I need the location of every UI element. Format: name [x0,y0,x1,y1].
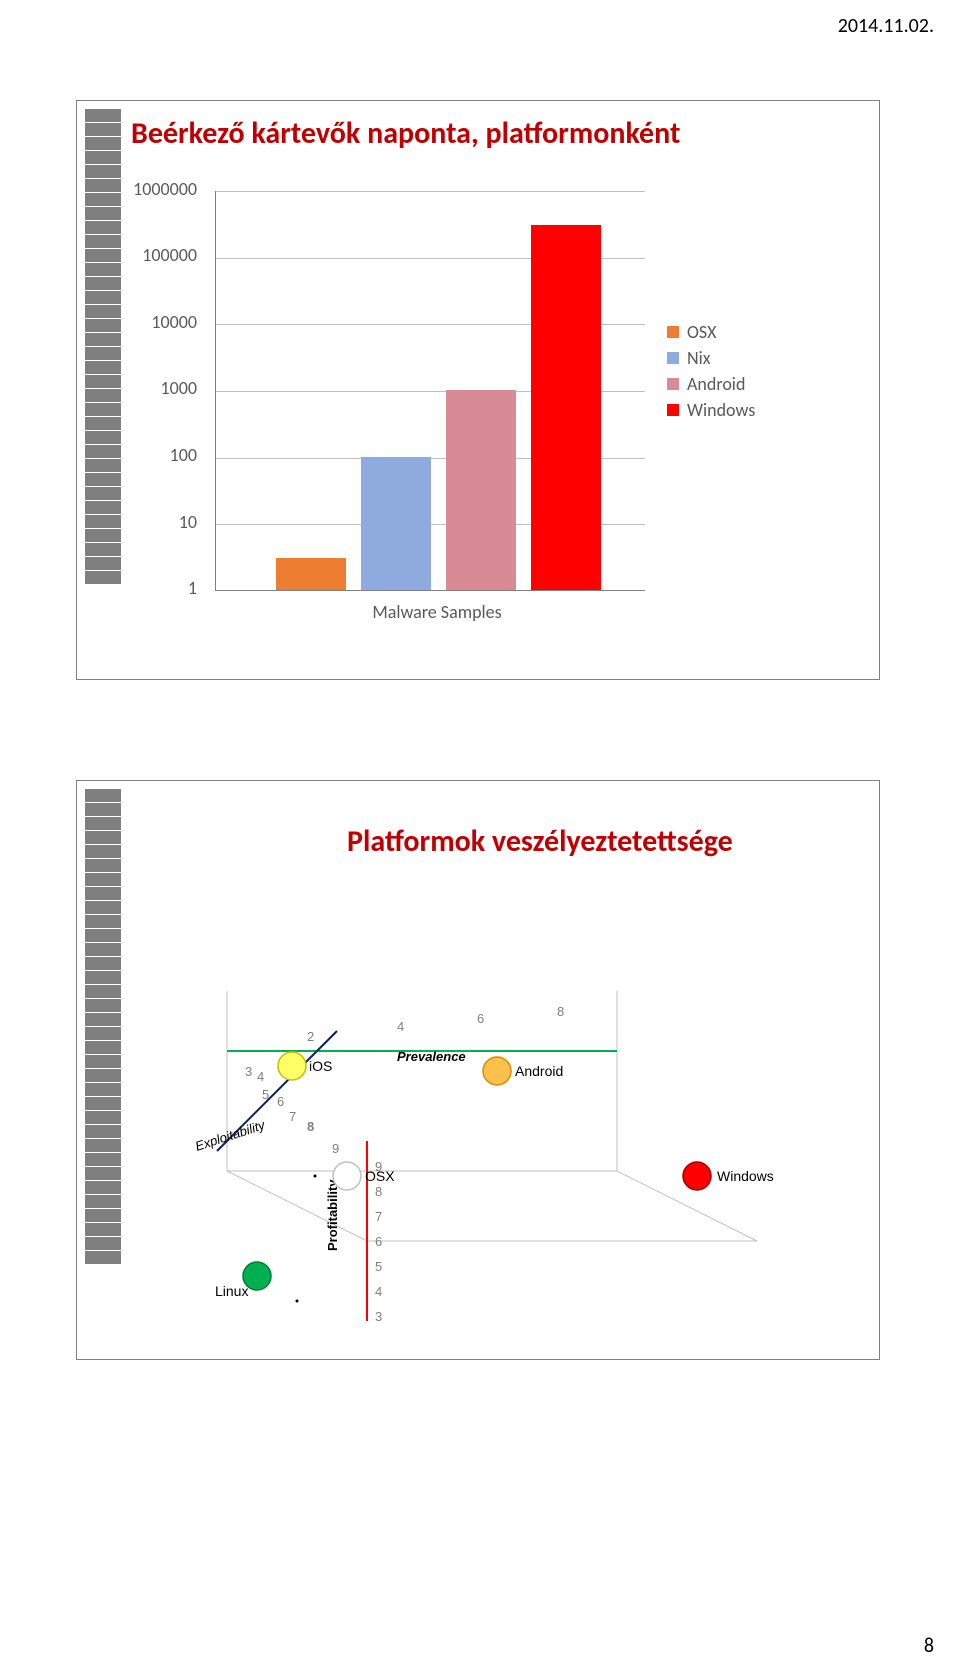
profit-tick: 3 [375,1309,382,1324]
scatter-3d: 2 4 6 8 Prevalence 3 4 5 6 7 8 9 Exploit… [137,901,817,1341]
ytick: 1 [117,577,197,599]
slide-2: Platformok veszélyeztetettsége 2 4 6 8 P… [76,780,880,1360]
prevalence-tick: 6 [477,1011,484,1026]
slide1-title: Beérkező kártevők naponta, platformonkén… [131,115,680,152]
ytick: 1000000 [117,178,197,200]
plot-area [215,191,645,591]
ytick: 10 [117,511,197,533]
bar-nix [361,457,431,590]
bar-windows [531,225,601,590]
legend: OSX Nix Android Windows [667,321,755,425]
profit-tick: 7 [375,1209,382,1224]
decor-strip [85,789,121,1265]
legend-label: Nix [687,347,711,369]
page-date: 2014.11.02. [838,14,934,38]
bar-chart: 1 10 100 1000 10000 100000 1000000 Malwa… [137,181,817,651]
x-axis-label: Malware Samples [337,601,537,623]
node-android-label: Android [515,1063,563,1079]
exploit-tick: 7 [289,1109,296,1124]
slide2-title: Platformok veszélyeztetettsége [347,823,733,860]
prevalence-tick: 4 [397,1019,404,1034]
bar-osx [276,558,346,590]
legend-label: OSX [687,321,716,343]
profit-tick: 5 [375,1259,382,1274]
exploit-label: Exploitability [193,1117,268,1154]
prevalence-label: Prevalence [397,1049,466,1064]
exploit-tick: 3 [245,1064,252,1079]
node-osx [333,1162,361,1190]
bar-android [446,390,516,590]
page-number: 8 [924,1634,934,1658]
ytick: 1000 [117,377,197,399]
profit-tick: 8 [375,1184,382,1199]
exploit-tick: 6 [277,1094,284,1109]
ytick: 100000 [117,244,197,266]
legend-row: Windows [667,399,755,421]
ytick: 100 [117,444,197,466]
exploit-tick: 8 [307,1119,314,1134]
exploit-tick: 4 [257,1069,264,1084]
node-android [483,1057,511,1085]
node-osx-label: OSX [365,1168,395,1184]
profit-tick: 6 [375,1234,382,1249]
legend-label: Android [687,373,745,395]
profit-label: Profitability [325,1179,340,1251]
exploit-tick: 9 [332,1141,339,1156]
legend-row: Nix [667,347,755,369]
node-windows [683,1162,711,1190]
decor-strip [85,109,121,585]
node-linux-label: Linux [215,1283,248,1299]
legend-row: Android [667,373,755,395]
legend-row: OSX [667,321,755,343]
prevalence-tick: 8 [557,1004,564,1019]
prevalence-tick: 2 [307,1029,314,1044]
node-ios [278,1052,306,1080]
exploit-tick: 5 [262,1087,269,1102]
ytick: 10000 [117,311,197,333]
slide-1: Beérkező kártevők naponta, platformonkén… [76,100,880,680]
node-ios-label: iOS [309,1058,332,1074]
node-windows-label: Windows [717,1168,774,1184]
profit-tick: 4 [375,1284,382,1299]
legend-label: Windows [687,399,755,421]
